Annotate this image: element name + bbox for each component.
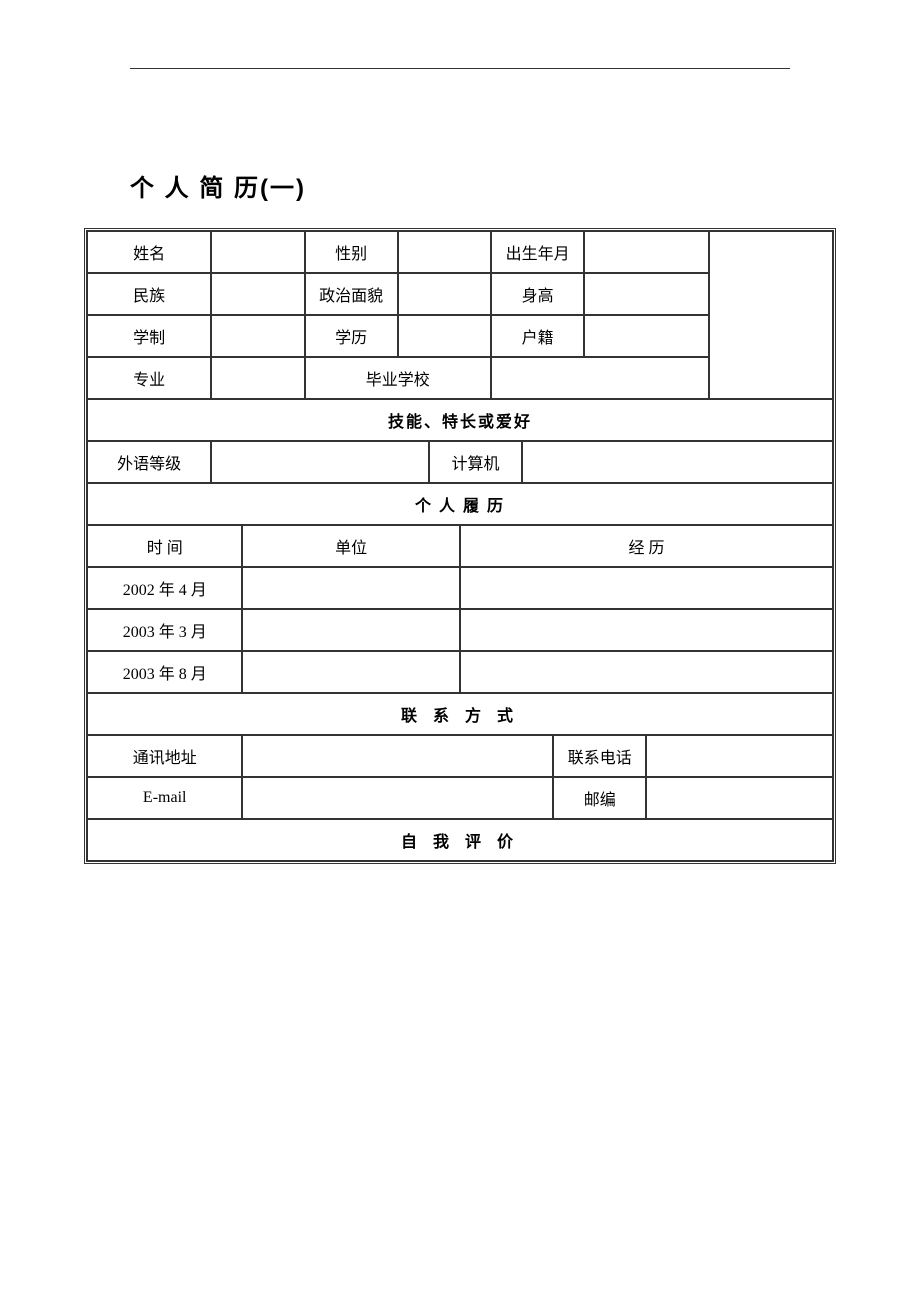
label-name: 姓名	[87, 231, 211, 273]
value-address[interactable]	[242, 735, 553, 777]
history-col-time: 时 间	[87, 525, 242, 567]
resume-form: 姓名 性别 出生年月 民族 政治面貌 身高 学制 学历 户籍	[84, 228, 836, 864]
value-gender[interactable]	[398, 231, 491, 273]
label-education: 学历	[305, 315, 398, 357]
photo-cell[interactable]	[709, 231, 833, 399]
row-contact-1: 通讯地址 联系电话	[87, 735, 833, 777]
row-section-contact: 联 系 方 式	[87, 693, 833, 735]
label-email: E-mail	[87, 777, 242, 819]
value-birth[interactable]	[584, 231, 708, 273]
history-time-2: 2003 年 8 月	[87, 651, 242, 693]
label-politics: 政治面貌	[305, 273, 398, 315]
value-height[interactable]	[584, 273, 708, 315]
row-contact-2: E-mail 邮编	[87, 777, 833, 819]
label-postcode: 邮编	[553, 777, 646, 819]
row-section-self-eval: 自 我 评 价	[87, 819, 833, 861]
row-section-skills: 技能、特长或爱好	[87, 399, 833, 441]
history-exp-0[interactable]	[460, 567, 833, 609]
label-grad-school: 毕业学校	[305, 357, 491, 399]
label-hukou: 户籍	[491, 315, 584, 357]
value-name[interactable]	[211, 231, 304, 273]
value-phone[interactable]	[646, 735, 833, 777]
label-computer: 计算机	[429, 441, 522, 483]
history-col-unit: 单位	[242, 525, 460, 567]
label-address: 通讯地址	[87, 735, 242, 777]
value-email[interactable]	[242, 777, 553, 819]
history-row-0: 2002 年 4 月	[87, 567, 833, 609]
row-basic-1: 姓名 性别 出生年月	[87, 231, 833, 273]
label-ethnic: 民族	[87, 273, 211, 315]
value-school-system[interactable]	[211, 315, 304, 357]
label-major: 专业	[87, 357, 211, 399]
section-skills-title: 技能、特长或爱好	[87, 399, 833, 441]
value-grad-school[interactable]	[491, 357, 709, 399]
history-time-0: 2002 年 4 月	[87, 567, 242, 609]
history-row-1: 2003 年 3 月	[87, 609, 833, 651]
history-exp-2[interactable]	[460, 651, 833, 693]
history-unit-2[interactable]	[242, 651, 460, 693]
section-self-eval-title: 自 我 评 价	[87, 819, 833, 861]
history-unit-0[interactable]	[242, 567, 460, 609]
label-school-system: 学制	[87, 315, 211, 357]
history-time-1: 2003 年 3 月	[87, 609, 242, 651]
history-row-2: 2003 年 8 月	[87, 651, 833, 693]
value-foreign-lang[interactable]	[211, 441, 429, 483]
history-col-exp: 经 历	[460, 525, 833, 567]
value-postcode[interactable]	[646, 777, 833, 819]
value-hukou[interactable]	[584, 315, 708, 357]
history-exp-1[interactable]	[460, 609, 833, 651]
value-major[interactable]	[211, 357, 304, 399]
label-phone: 联系电话	[553, 735, 646, 777]
row-section-history: 个 人 履 历	[87, 483, 833, 525]
history-unit-1[interactable]	[242, 609, 460, 651]
value-politics[interactable]	[398, 273, 491, 315]
section-history-title: 个 人 履 历	[87, 483, 833, 525]
value-education[interactable]	[398, 315, 491, 357]
top-horizontal-rule	[130, 68, 790, 69]
resume-table: 姓名 性别 出生年月 民族 政治面貌 身高 学制 学历 户籍	[84, 228, 836, 864]
row-history-header: 时 间 单位 经 历	[87, 525, 833, 567]
value-ethnic[interactable]	[211, 273, 304, 315]
section-contact-title: 联 系 方 式	[87, 693, 833, 735]
label-height: 身高	[491, 273, 584, 315]
value-computer[interactable]	[522, 441, 833, 483]
label-birth: 出生年月	[491, 231, 584, 273]
row-skills: 外语等级 计算机	[87, 441, 833, 483]
page-title: 个 人 简 历(一)	[130, 168, 306, 203]
label-gender: 性别	[305, 231, 398, 273]
label-foreign-lang: 外语等级	[87, 441, 211, 483]
